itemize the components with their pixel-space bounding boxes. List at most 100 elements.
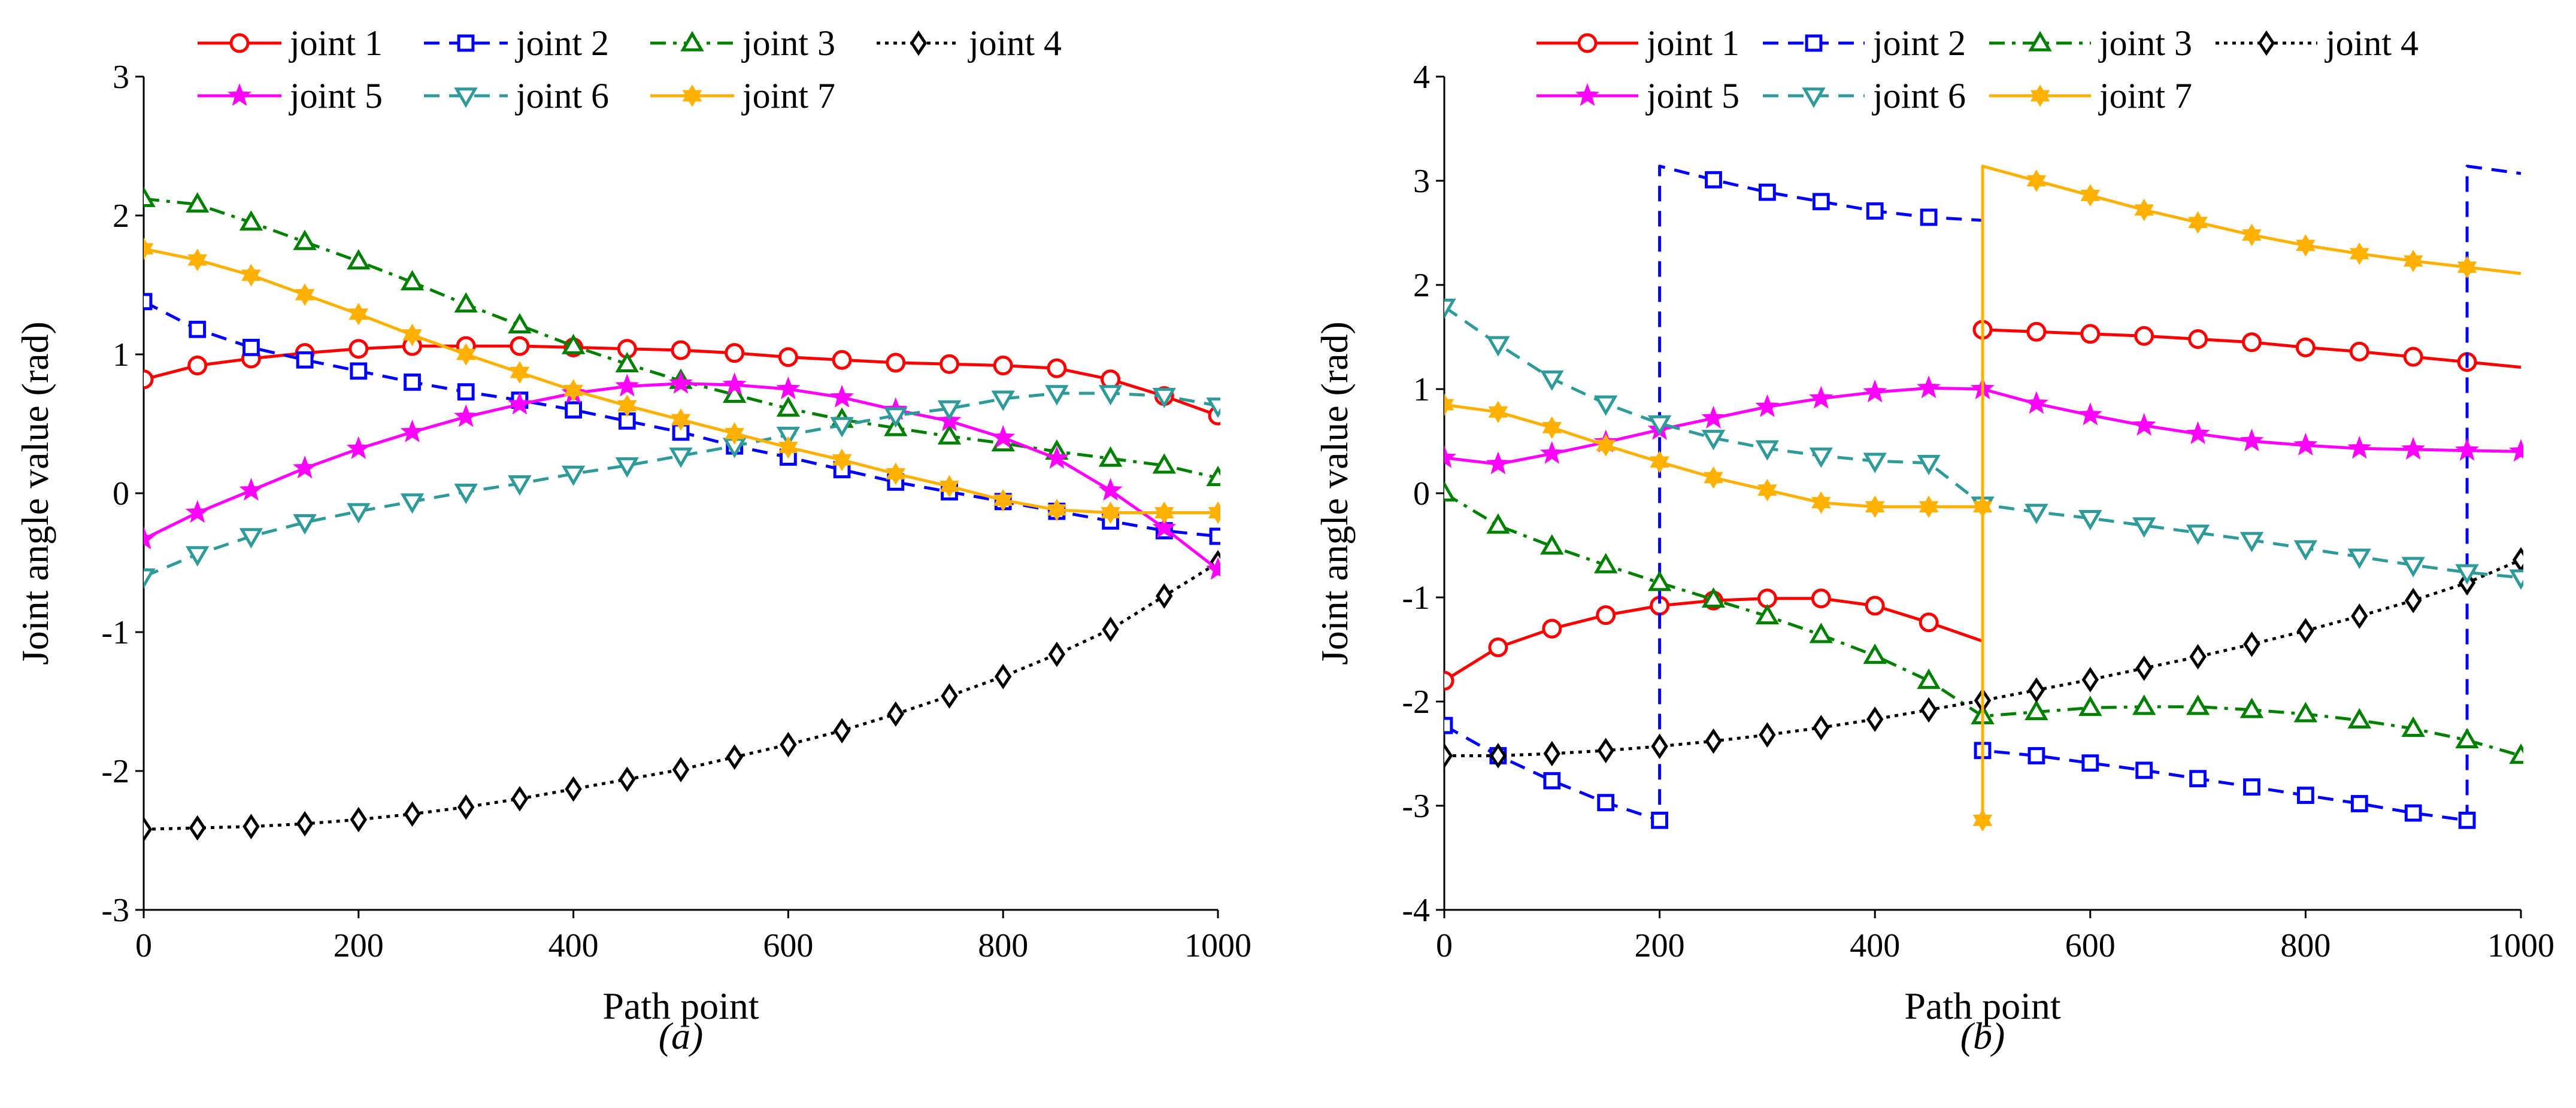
y-tick-label: -2 xyxy=(1402,684,1430,721)
series-marker xyxy=(1152,515,1177,539)
series-marker xyxy=(2455,438,2480,461)
series-marker xyxy=(2347,436,2372,459)
y-tick-label: -3 xyxy=(101,892,129,929)
series-marker xyxy=(2025,503,2048,524)
legend-label: joint 2 xyxy=(1872,23,1966,63)
series-marker xyxy=(993,488,1013,512)
series-marker xyxy=(1701,430,1726,451)
series-marker xyxy=(1809,623,1833,643)
series-marker xyxy=(1593,395,1618,416)
series-marker xyxy=(2297,618,2314,643)
series-marker xyxy=(887,701,905,727)
series-marker xyxy=(1540,370,1564,391)
y-tick-label: -1 xyxy=(101,614,129,651)
series-joint-4 xyxy=(144,550,1220,842)
series-marker xyxy=(886,462,906,485)
series-marker xyxy=(1866,202,1884,220)
y-tick-label: -1 xyxy=(1402,579,1430,617)
series-marker xyxy=(2297,787,2314,804)
series-marker xyxy=(144,186,156,207)
series-line xyxy=(1444,558,2522,757)
series-marker xyxy=(1865,596,1885,616)
x-tick-label: 1000 xyxy=(1184,927,1251,964)
series-marker xyxy=(2239,428,2264,452)
series-marker xyxy=(2081,667,2099,693)
series-marker xyxy=(2509,743,2523,764)
series-marker xyxy=(296,810,314,837)
series-marker xyxy=(1156,583,1173,609)
x-tick-label: 400 xyxy=(548,927,599,964)
series-marker xyxy=(510,336,530,356)
series-marker xyxy=(1486,513,1510,534)
legend-label: joint 4 xyxy=(968,23,1062,63)
series-marker xyxy=(400,419,425,442)
series-marker xyxy=(295,283,315,306)
y-tick-label: -3 xyxy=(1402,788,1430,825)
legend-entry: joint 1 xyxy=(1536,23,1739,63)
legend-label: joint 5 xyxy=(289,76,383,116)
series-marker xyxy=(2242,223,2262,247)
series-marker xyxy=(347,503,371,524)
legend-label: joint 4 xyxy=(2325,23,2419,63)
series-marker xyxy=(457,383,475,401)
series-marker xyxy=(1919,612,1939,633)
series-marker xyxy=(2457,256,2477,279)
series-marker xyxy=(1863,380,1887,403)
series-marker xyxy=(1486,451,1510,475)
series-marker xyxy=(1755,394,1780,417)
series-marker xyxy=(1098,385,1123,406)
series-marker xyxy=(2401,716,2425,737)
series-line xyxy=(144,391,1219,578)
series-marker xyxy=(832,350,852,370)
series-marker xyxy=(2296,234,2316,257)
series-marker xyxy=(1102,617,1119,642)
series-marker xyxy=(2509,569,2523,590)
legend-entry: joint 2 xyxy=(1763,23,1966,63)
series-joint-4 xyxy=(1444,547,2523,769)
series-marker xyxy=(144,293,153,311)
series-marker xyxy=(144,816,153,842)
series-marker xyxy=(2189,643,2207,670)
series-marker xyxy=(671,340,691,360)
series-marker xyxy=(1444,445,1456,468)
series-marker xyxy=(2401,436,2426,460)
series-marker xyxy=(508,475,532,496)
series-marker xyxy=(832,448,852,472)
series-marker xyxy=(400,493,425,514)
series-marker xyxy=(511,786,529,812)
series-marker xyxy=(1647,570,1672,591)
series-marker xyxy=(243,813,260,840)
x-tick-label: 0 xyxy=(1436,927,1453,964)
series-marker xyxy=(508,312,532,333)
series-marker xyxy=(1047,358,1067,378)
series-marker xyxy=(1759,183,1776,201)
series-marker xyxy=(1757,479,1777,502)
series-marker xyxy=(2024,391,2048,414)
series-marker xyxy=(1047,499,1067,521)
panel-label: (a) xyxy=(659,1015,704,1057)
series-marker xyxy=(993,356,1013,376)
series-marker xyxy=(2134,326,2154,346)
legend-entry: joint 6 xyxy=(424,76,609,116)
series-marker xyxy=(239,528,263,549)
series-marker xyxy=(144,369,154,390)
series-marker xyxy=(619,766,636,793)
series-marker xyxy=(1759,722,1776,748)
series-marker xyxy=(1048,641,1066,667)
series-marker xyxy=(1593,553,1618,573)
x-tick-label: 0 xyxy=(135,927,152,964)
series-marker xyxy=(1811,491,1831,514)
series-marker xyxy=(507,391,532,415)
series-marker xyxy=(1045,385,1069,406)
series-marker xyxy=(1044,445,1069,469)
chart-panel-b: -4 -3 -2 -1 0 1 2 3 4 0 200 400 600 800 1000 Path point… xyxy=(1313,23,2554,1057)
series-marker xyxy=(1209,527,1220,545)
series-marker xyxy=(2028,747,2045,764)
legend-entry: joint 7 xyxy=(1989,76,2192,116)
series-marker xyxy=(1705,171,1722,189)
series-marker xyxy=(1972,809,1993,832)
series-marker xyxy=(1809,447,1833,468)
series-marker xyxy=(187,248,207,272)
series-marker xyxy=(1206,557,1220,580)
series-marker xyxy=(296,351,314,369)
